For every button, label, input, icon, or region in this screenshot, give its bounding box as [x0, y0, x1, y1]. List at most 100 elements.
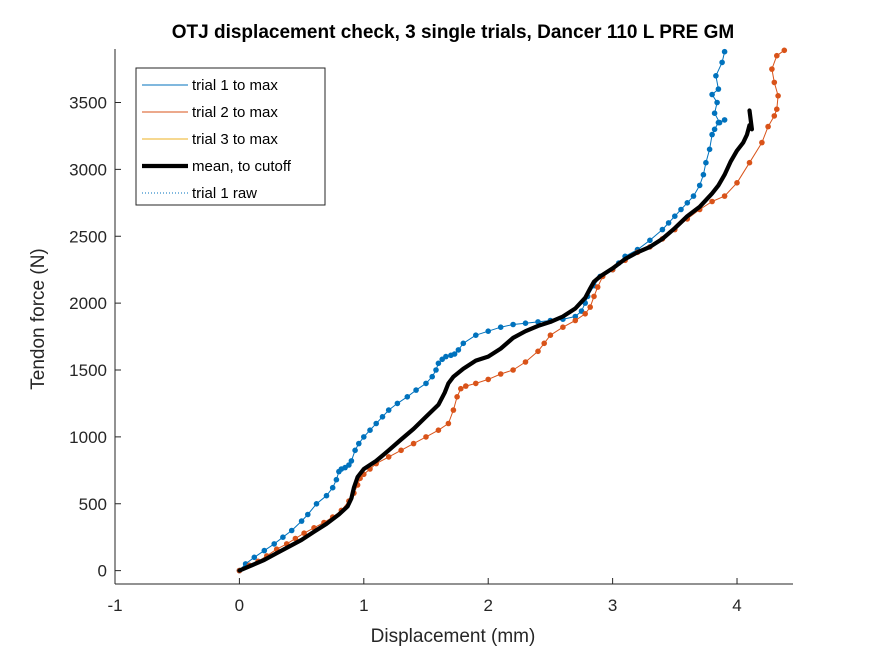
series-0-point: [714, 99, 720, 106]
chart-title: OTJ displacement check, 3 single trials,…: [172, 22, 735, 43]
y-tick-label: 3000: [69, 160, 107, 179]
series-1-point: [385, 454, 392, 460]
series-0-point: [443, 353, 449, 360]
series-1-point: [535, 348, 541, 355]
y-tick-label: 500: [79, 495, 107, 514]
y-tick-label: 0: [98, 562, 107, 581]
series-0-point: [721, 117, 728, 123]
series-0-point: [665, 220, 672, 226]
series-0-point: [696, 182, 703, 189]
series-0-point: [451, 351, 458, 357]
series-1-point: [781, 47, 788, 54]
series-0-point: [709, 131, 715, 138]
series-0-point: [367, 427, 373, 434]
series-0-point: [280, 534, 286, 540]
series-0-point: [709, 91, 715, 98]
series-0-point: [485, 328, 492, 335]
series-1-point: [775, 93, 781, 99]
series-0-point: [298, 518, 305, 524]
axes-layer: [114, 49, 793, 585]
series-0-point: [385, 407, 392, 413]
series-0-point: [373, 420, 380, 427]
series-0-point: [647, 237, 653, 244]
series-1-point: [497, 371, 504, 377]
series-0-point: [715, 86, 722, 92]
series-1-point: [587, 304, 593, 310]
series-layer: [236, 47, 788, 574]
series-0-point: [719, 59, 725, 66]
series-1-point: [771, 113, 778, 119]
series-0-point: [703, 159, 709, 166]
legend-label-4: trial 1 raw: [192, 185, 257, 202]
series-1-point: [301, 530, 307, 536]
series-0-point: [522, 320, 529, 327]
series-0-point: [261, 547, 268, 554]
series-1-point: [423, 434, 429, 440]
series-1-point: [774, 106, 780, 112]
series-0-point: [323, 492, 330, 499]
series-0-point: [510, 321, 516, 328]
x-tick-label: 2: [483, 596, 492, 615]
series-1-point: [721, 193, 728, 199]
series-1-point: [765, 123, 771, 130]
y-tick-label: 1000: [69, 428, 107, 447]
x-tick-label: -1: [107, 596, 122, 615]
series-0-point: [672, 213, 678, 219]
series-1-point: [709, 198, 715, 205]
legend-box: [135, 67, 326, 206]
series-1-point: [572, 317, 579, 324]
series-1-point: [734, 180, 740, 186]
x-tick-label: 3: [608, 596, 617, 615]
series-1-point: [463, 383, 469, 389]
series-1-point: [547, 332, 554, 339]
x-axis-label: Displacement (mm): [371, 626, 536, 647]
x-tick-label: 1: [359, 596, 368, 615]
series-0-point: [435, 360, 442, 367]
series-1-point: [560, 324, 566, 331]
series-0-point: [659, 226, 666, 233]
series-0-point: [348, 458, 355, 464]
y-tick-label: 1500: [69, 361, 107, 380]
legend-label-1: trial 2 to max: [192, 104, 278, 121]
series-0-point: [721, 48, 728, 55]
series-0-point: [711, 126, 718, 133]
series-0-point: [433, 367, 439, 373]
series-1-point: [541, 340, 547, 347]
series-1-point: [510, 367, 516, 373]
series-0-point: [716, 119, 723, 126]
series-0-point: [713, 73, 719, 79]
legend-label-0: trial 1 to max: [192, 77, 278, 94]
series-0-point: [361, 434, 367, 440]
series-0-point: [473, 332, 479, 339]
series-1-point: [410, 440, 417, 447]
series-0-point: [379, 414, 386, 420]
series-0-point: [329, 484, 336, 491]
series-0-point: [690, 193, 697, 199]
series-1-point: [591, 293, 597, 300]
series-0-point: [455, 347, 462, 353]
series-0-point: [346, 462, 352, 468]
y-tick-label: 2500: [69, 227, 107, 246]
legend-label-3: mean, to cutoff: [192, 158, 292, 175]
series-0-point: [394, 400, 401, 407]
x-tick-label: 0: [235, 596, 244, 615]
series-1-point: [473, 380, 479, 387]
series-0-point: [288, 527, 295, 534]
series-0-point: [423, 380, 429, 387]
series-1-point: [522, 359, 529, 365]
series-1-point: [594, 284, 601, 290]
series-1-point: [435, 427, 442, 434]
x-tick-label: 4: [732, 596, 741, 615]
series-0-point: [497, 324, 504, 331]
series-1-point: [292, 535, 299, 542]
series-0-point: [700, 171, 707, 178]
series-0-point: [352, 447, 358, 454]
series-1-point: [759, 139, 765, 146]
series-0-point: [404, 394, 411, 400]
series-1-point: [746, 159, 753, 166]
series-1-point: [398, 447, 404, 454]
series-0-point: [460, 340, 467, 347]
series-0-point: [706, 146, 713, 153]
